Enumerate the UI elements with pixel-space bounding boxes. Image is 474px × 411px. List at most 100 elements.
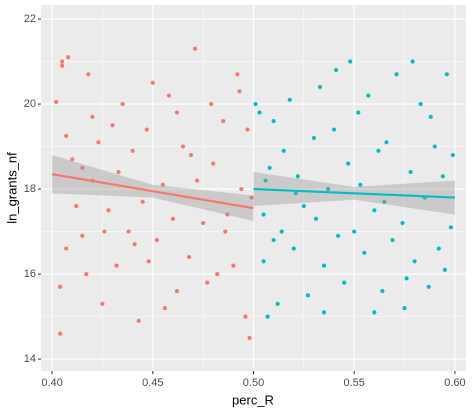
point: [432, 144, 437, 149]
point: [412, 259, 417, 264]
point: [418, 101, 423, 107]
point: [221, 118, 226, 124]
point: [195, 178, 200, 183]
point: [333, 67, 339, 73]
point: [66, 55, 71, 60]
point: [281, 148, 286, 153]
point: [428, 114, 433, 119]
point: [376, 148, 381, 153]
point: [54, 99, 59, 105]
point: [60, 63, 65, 68]
point: [80, 165, 85, 170]
point: [144, 127, 149, 132]
point: [64, 246, 69, 251]
point: [130, 148, 135, 153]
point: [356, 110, 361, 115]
point: [394, 72, 399, 77]
point: [265, 314, 270, 319]
point: [346, 161, 351, 166]
point: [440, 174, 445, 179]
point: [70, 157, 75, 162]
point: [154, 237, 159, 243]
point: [116, 169, 121, 175]
point: [102, 229, 107, 234]
point: [271, 118, 276, 124]
point: [249, 195, 254, 200]
point: [362, 250, 367, 255]
point: [348, 59, 353, 64]
point: [247, 335, 252, 340]
point: [239, 186, 244, 192]
y-axis-title: ln_grants_nf: [4, 152, 19, 224]
point: [448, 225, 453, 230]
point: [160, 182, 165, 187]
point: [442, 267, 447, 272]
point: [436, 246, 441, 251]
point: [100, 301, 105, 306]
point: [291, 246, 296, 251]
point: [321, 263, 327, 268]
point: [267, 165, 272, 170]
point: [384, 140, 389, 145]
confidence-band: [52, 155, 254, 221]
point: [366, 93, 371, 98]
point: [126, 229, 131, 234]
point: [450, 152, 456, 158]
point: [293, 191, 298, 196]
point: [180, 144, 186, 149]
point: [372, 208, 377, 213]
point: [275, 301, 280, 306]
point: [352, 229, 357, 234]
point: [263, 178, 268, 183]
point: [120, 101, 125, 107]
point: [311, 135, 317, 141]
point: [86, 72, 91, 77]
x-tick-label: 0.60: [444, 377, 465, 389]
x-tick-label: 0.55: [343, 377, 364, 389]
x-tick-label: 0.45: [142, 377, 163, 389]
point: [408, 169, 413, 175]
fit-line: [51, 173, 254, 210]
point: [342, 280, 347, 285]
point: [170, 216, 176, 221]
point: [301, 203, 306, 209]
point: [358, 182, 363, 187]
point: [58, 284, 63, 289]
y-tick-label: 14: [24, 353, 36, 365]
point: [80, 233, 85, 238]
point: [64, 133, 69, 139]
point: [58, 331, 63, 336]
point: [237, 89, 242, 94]
point: [287, 97, 292, 102]
point: [372, 310, 377, 315]
point: [231, 263, 236, 268]
point: [150, 80, 155, 85]
point: [235, 72, 240, 77]
fit-line: [253, 187, 455, 199]
point: [390, 237, 395, 243]
y-tick-label: 20: [24, 98, 36, 110]
point: [261, 212, 266, 217]
point: [106, 208, 111, 213]
point: [192, 46, 198, 51]
point: [404, 276, 409, 281]
x-tick-label: 0.50: [243, 377, 264, 389]
point: [295, 174, 300, 179]
point: [90, 114, 95, 119]
point: [110, 123, 115, 128]
y-tick-label: 18: [24, 183, 36, 195]
point: [321, 310, 327, 315]
point: [444, 72, 449, 77]
point: [305, 293, 310, 298]
point: [271, 237, 276, 243]
point: [136, 318, 141, 323]
point: [174, 288, 180, 294]
point: [132, 242, 137, 247]
point: [209, 101, 214, 107]
point: [186, 254, 192, 260]
point: [325, 186, 331, 192]
point: [279, 229, 284, 234]
point: [74, 203, 79, 209]
point: [211, 161, 216, 166]
point: [380, 288, 385, 294]
